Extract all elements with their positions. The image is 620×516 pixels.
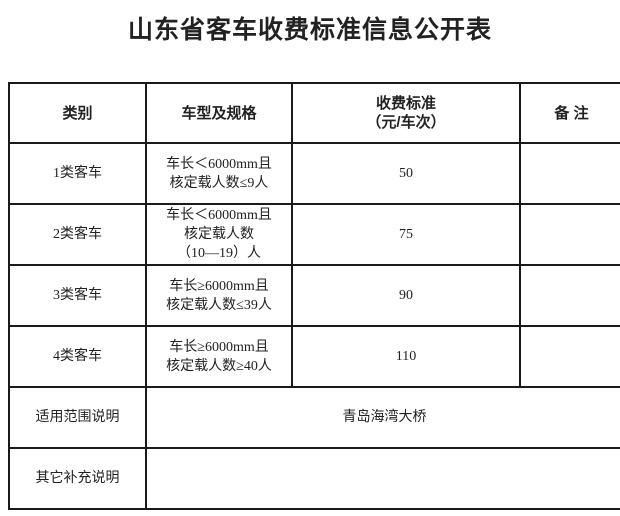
supplement-label: 其它补充说明 xyxy=(8,447,147,510)
header-fee: 收费标准 （元/车次） xyxy=(291,82,521,144)
row-spec: 车长＜6000mm且 核定载人数 （10—19）人 xyxy=(145,203,293,266)
spec-line: 车长≥6000mm且 xyxy=(169,339,269,355)
header-category: 类别 xyxy=(8,82,147,144)
table-row: 1类客车 车长＜6000mm且 核定载人数≤9人 50 xyxy=(8,142,620,205)
supplement-row: 其它补充说明 xyxy=(8,447,620,510)
row-fee: 110 xyxy=(291,325,521,388)
table-row: 4类客车 车长≥6000mm且 核定载人数≥40人 110 xyxy=(8,325,620,388)
row-category: 1类客车 xyxy=(8,142,147,205)
scope-label: 适用范围说明 xyxy=(8,386,147,449)
row-spec: 车长≥6000mm且 核定载人数≤39人 xyxy=(145,264,293,327)
row-fee: 50 xyxy=(291,142,521,205)
spec-line: （10—19）人 xyxy=(177,246,261,261)
row-category: 4类客车 xyxy=(8,325,147,388)
scope-value: 青岛海湾大桥 xyxy=(145,386,620,449)
header-model-spec: 车型及规格 xyxy=(145,82,293,144)
row-fee: 75 xyxy=(291,203,521,266)
row-category: 2类客车 xyxy=(8,203,147,266)
row-category: 3类客车 xyxy=(8,264,147,327)
spec-line: 车长＜6000mm且 xyxy=(166,156,272,172)
table-row: 2类客车 车长＜6000mm且 核定载人数 （10—19）人 75 xyxy=(8,203,620,266)
row-spec: 车长＜6000mm且 核定载人数≤9人 xyxy=(145,142,293,205)
row-remarks xyxy=(519,142,620,205)
table-row: 3类客车 车长≥6000mm且 核定载人数≤39人 90 xyxy=(8,264,620,327)
row-spec: 车长≥6000mm且 核定载人数≥40人 xyxy=(145,325,293,388)
spec-line: 核定载人数≥40人 xyxy=(166,358,272,374)
row-remarks xyxy=(519,203,620,266)
page-title: 山东省客车收费标准信息公开表 xyxy=(127,17,492,44)
supplement-value xyxy=(145,447,620,510)
spec-line: 车长≥6000mm且 xyxy=(169,278,269,294)
fee-table: 类别 车型及规格 收费标准 （元/车次） 备 注 1类客车 车长＜6000mm且… xyxy=(8,82,620,510)
row-remarks xyxy=(519,325,620,388)
spec-line: 核定载人数≤9人 xyxy=(169,175,269,191)
header-remarks: 备 注 xyxy=(519,82,620,144)
row-remarks xyxy=(519,264,620,327)
header-fee-line2: （元/车次） xyxy=(366,114,446,131)
header-fee-line1: 收费标准 xyxy=(375,95,436,112)
scope-row: 适用范围说明 青岛海湾大桥 xyxy=(8,386,620,449)
table-header-row: 类别 车型及规格 收费标准 （元/车次） 备 注 xyxy=(8,82,620,144)
spec-line: 核定载人数 xyxy=(184,227,254,242)
spec-line: 车长＜6000mm且 xyxy=(166,208,272,223)
spec-line: 核定载人数≤39人 xyxy=(166,297,272,313)
row-fee: 90 xyxy=(291,264,521,327)
